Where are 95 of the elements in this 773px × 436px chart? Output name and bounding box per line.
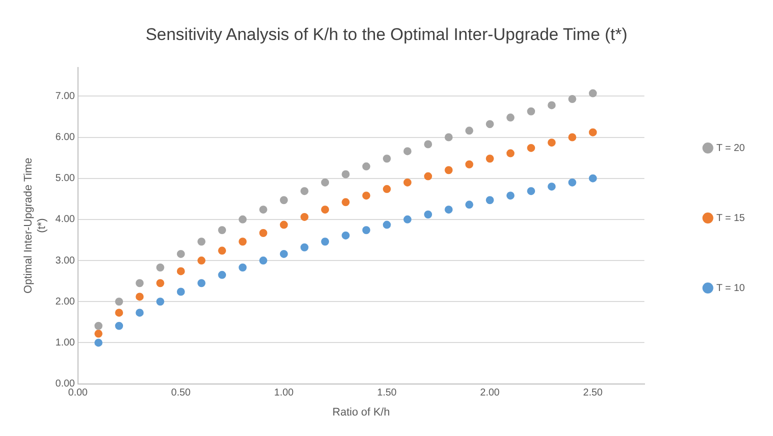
point [548,138,556,147]
point [218,246,226,255]
point [362,226,370,234]
y-axis-title: Optimal Inter-Upgrade Time (t*) [22,158,48,294]
point [94,330,102,338]
point [568,95,576,104]
point [94,338,102,347]
point [362,162,370,170]
point [568,178,576,186]
point [156,264,164,272]
point [280,196,288,204]
point [259,206,268,214]
point [527,144,536,152]
point [342,198,350,206]
point [465,200,474,209]
point [506,192,514,200]
point [197,279,206,288]
point [403,147,412,156]
x-tick-label: 1.50 [377,388,398,399]
point [259,256,268,265]
point [218,270,226,279]
point [444,206,453,214]
point [300,212,308,221]
point [321,238,330,246]
point [342,231,350,240]
point [238,238,247,246]
point [176,288,185,296]
point [321,206,330,214]
point [300,243,308,252]
point [465,160,474,168]
point [321,178,330,186]
point [156,298,164,306]
point [588,89,597,98]
point [527,107,536,116]
point [280,220,288,229]
point [176,267,185,276]
x-tick-label: 2.50 [583,388,604,399]
point [197,256,206,265]
y-tick-label: 0.00 [55,378,76,390]
point [115,298,124,306]
y-tick-label: 6.00 [55,132,76,144]
point [403,215,412,224]
point [136,292,144,301]
point [259,228,268,237]
point [156,279,164,288]
point [444,133,453,142]
point [424,210,432,219]
x-tick-label: 0.50 [171,388,192,399]
point [136,308,144,317]
point [300,187,308,196]
point [486,196,494,204]
point [115,308,124,317]
y-tick-label: 1.00 [55,337,76,348]
point [465,126,474,135]
legend-label: T = 20 [716,142,746,154]
legend-label: T = 15 [716,212,746,224]
x-tick-label: 2.00 [480,388,500,399]
point [403,178,412,186]
x-tick-label: 0.00 [68,388,88,399]
x-tick-label: 1.00 [274,388,294,399]
legend-label: T = 10 [716,282,746,294]
point [94,322,102,330]
point [588,174,597,182]
point [176,250,185,258]
point [115,322,124,330]
point [218,226,226,234]
point [486,120,494,128]
point [486,154,494,163]
point [568,133,576,142]
y-tick-label: 3.00 [55,255,76,266]
y-tick-label: 2.00 [55,296,76,308]
point [238,264,247,272]
x-axis-title: Ratio of K/h [332,406,390,418]
point [424,140,432,148]
point [444,166,453,174]
point [506,149,514,158]
point [362,192,370,200]
chart-title: Sensitivity Analysis of K/h to the Optimal Inter-Upgrade Time (t*) [146,24,628,44]
y-tick-label: 5.00 [55,173,76,184]
point [342,170,350,178]
point [588,128,597,136]
point [382,154,391,163]
point [506,114,514,122]
point [548,182,556,191]
point [424,172,432,180]
point [136,279,144,288]
point [280,250,288,258]
point [527,187,536,196]
point [197,238,206,246]
point [238,215,247,224]
y-tick-label: 4.00 [55,214,76,226]
point [382,220,391,229]
point [382,185,391,194]
point [548,101,556,110]
y-tick-label: 7.00 [55,90,76,102]
